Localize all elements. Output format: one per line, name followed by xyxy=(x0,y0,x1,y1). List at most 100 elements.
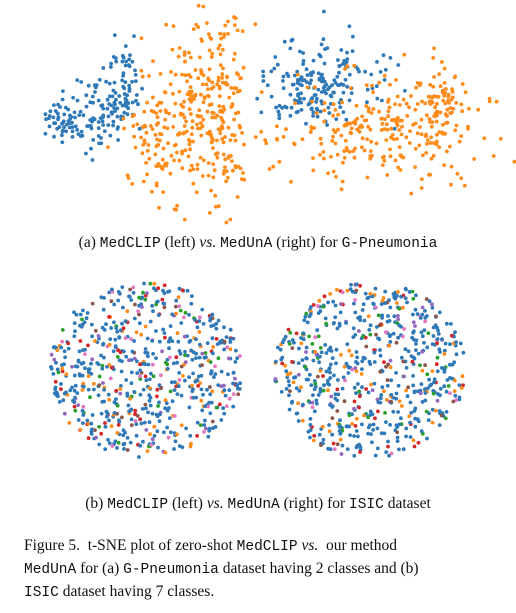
point-class-blue xyxy=(299,91,303,96)
point-isic xyxy=(201,322,206,326)
point-class-orange xyxy=(326,171,330,176)
point-isic xyxy=(452,360,457,365)
point-isic xyxy=(154,329,158,333)
point-isic xyxy=(114,397,118,401)
point-class-orange xyxy=(233,138,238,143)
point-isic xyxy=(176,384,181,389)
point-isic xyxy=(224,335,229,339)
point-isic xyxy=(387,343,392,348)
point-isic xyxy=(222,347,227,352)
point-class-blue xyxy=(60,97,65,102)
point-isic xyxy=(206,434,211,439)
point-isic xyxy=(383,411,387,415)
point-isic xyxy=(434,362,439,367)
point-isic xyxy=(231,392,236,396)
point-isic xyxy=(360,359,365,364)
point-isic xyxy=(59,382,63,386)
point-class-orange xyxy=(185,92,190,96)
point-isic xyxy=(161,327,166,332)
point-isic xyxy=(72,388,77,393)
point-class-orange xyxy=(147,74,151,78)
point-isic xyxy=(354,391,358,395)
point-isic xyxy=(208,315,213,320)
point-isic xyxy=(179,364,184,369)
point-isic xyxy=(338,310,343,315)
point-class-blue xyxy=(345,57,350,62)
point-class-orange xyxy=(232,133,237,138)
point-isic xyxy=(179,393,184,398)
point-class-orange xyxy=(394,78,398,82)
point-isic xyxy=(204,355,208,360)
point-isic xyxy=(311,358,316,363)
point-class-blue xyxy=(392,126,397,131)
point-class-orange xyxy=(377,109,381,114)
point-isic xyxy=(396,290,400,294)
point-isic xyxy=(295,411,300,416)
point-class-blue xyxy=(123,44,128,48)
point-class-orange xyxy=(198,155,203,160)
point-class-orange xyxy=(165,126,170,131)
point-class-orange xyxy=(220,47,225,52)
point-class-orange xyxy=(347,150,352,154)
point-isic xyxy=(146,410,151,415)
point-isic xyxy=(61,398,66,403)
point-class-blue xyxy=(323,47,327,51)
point-isic xyxy=(168,430,173,435)
point-isic xyxy=(128,440,133,445)
point-class-orange xyxy=(345,121,350,125)
point-isic xyxy=(162,301,167,306)
point-isic xyxy=(323,316,328,321)
point-class-blue xyxy=(283,104,287,109)
point-isic xyxy=(395,301,399,305)
point-class-orange xyxy=(161,190,166,195)
point-class-blue xyxy=(281,86,286,91)
point-isic xyxy=(103,447,108,452)
point-class-orange xyxy=(449,182,453,187)
point-isic xyxy=(384,450,389,454)
point-isic xyxy=(199,387,204,392)
point-isic xyxy=(411,438,416,443)
point-isic xyxy=(107,363,112,367)
point-class-blue xyxy=(280,106,284,110)
point-class-orange xyxy=(264,141,269,146)
point-class-blue xyxy=(277,116,282,121)
point-class-orange xyxy=(394,121,399,126)
point-class-orange xyxy=(453,128,458,133)
point-class-orange xyxy=(459,176,464,181)
point-class-blue xyxy=(77,113,82,117)
point-isic xyxy=(358,450,362,454)
point-class-blue xyxy=(107,94,112,99)
point-class-blue xyxy=(345,84,349,89)
point-isic xyxy=(149,443,154,447)
point-class-blue xyxy=(124,59,129,64)
point-class-blue xyxy=(80,133,85,138)
point-class-blue xyxy=(308,81,312,86)
point-class-blue xyxy=(341,90,346,95)
point-class-blue xyxy=(90,158,95,162)
point-isic xyxy=(132,339,137,343)
point-isic xyxy=(102,328,107,332)
point-class-blue xyxy=(110,111,114,116)
point-isic xyxy=(129,381,134,386)
point-class-orange xyxy=(407,105,411,110)
point-isic xyxy=(371,422,376,427)
point-class-blue xyxy=(93,90,97,94)
point-class-blue xyxy=(107,102,111,106)
point-isic xyxy=(78,339,83,343)
point-isic xyxy=(125,448,130,452)
point-isic xyxy=(143,297,148,302)
point-isic xyxy=(297,388,302,393)
point-isic xyxy=(423,398,428,403)
point-isic xyxy=(357,442,362,447)
point-isic xyxy=(183,378,187,383)
point-class-orange xyxy=(211,162,216,167)
point-class-orange xyxy=(158,72,163,76)
point-class-orange xyxy=(360,114,365,119)
point-isic xyxy=(107,342,112,347)
point-class-blue xyxy=(305,73,310,77)
point-class-orange xyxy=(199,133,204,138)
point-isic xyxy=(60,328,65,332)
point-isic xyxy=(408,420,412,425)
point-class-orange xyxy=(188,85,193,89)
point-isic xyxy=(357,389,361,394)
